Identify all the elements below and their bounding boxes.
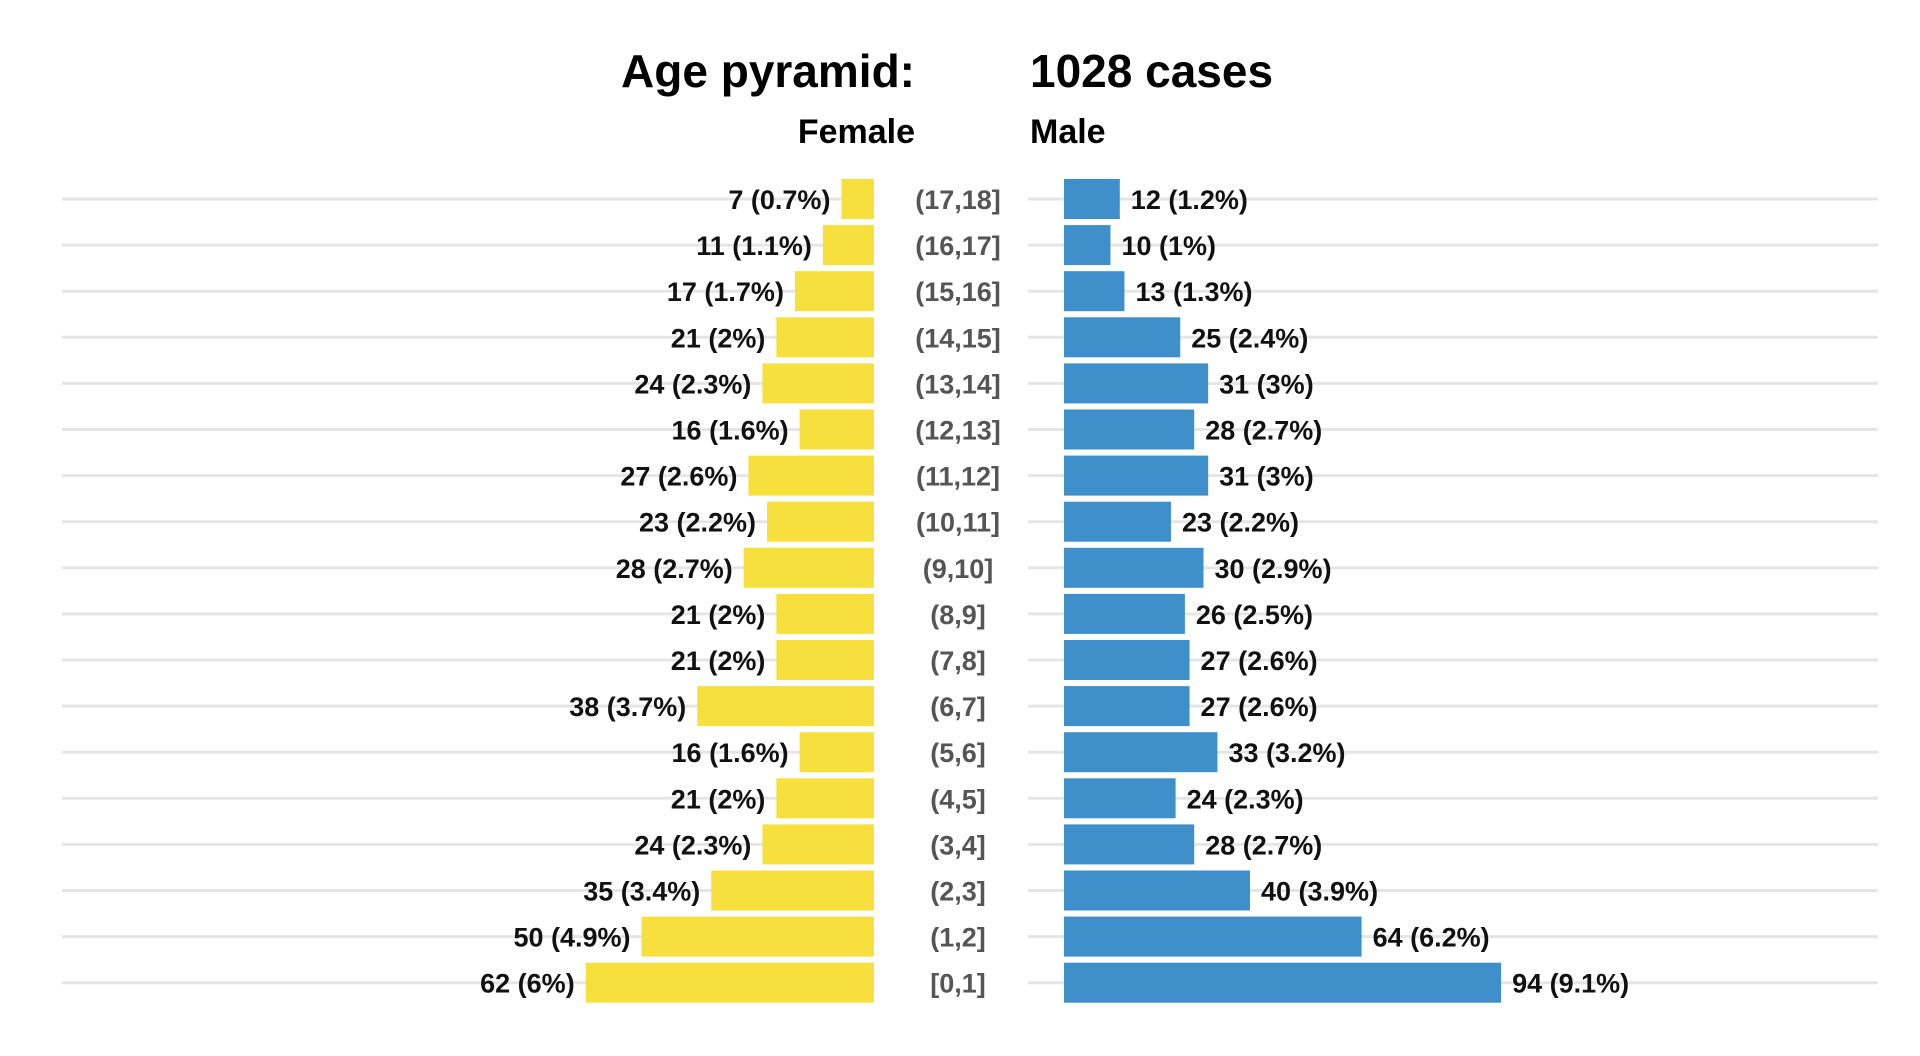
- male-side-label: Male: [1030, 113, 1106, 151]
- male-bar: [1064, 409, 1195, 450]
- age-category-label: (10,11]: [916, 508, 1000, 538]
- age-category-label: (4,5]: [930, 784, 986, 814]
- female-bar: [794, 271, 874, 312]
- male-value-label: 28 (2.7%): [1205, 416, 1322, 446]
- male-bar: [1064, 916, 1362, 957]
- female-value-label: 17 (1.7%): [667, 277, 784, 307]
- female-bar: [776, 640, 874, 680]
- age-category-label: [0,1]: [930, 969, 986, 999]
- male-value-label: 33 (3.2%): [1228, 738, 1345, 768]
- female-value-label: 21 (2%): [671, 323, 766, 353]
- age-category-label: (17,18]: [915, 185, 1001, 215]
- male-value-label: 28 (2.7%): [1205, 830, 1322, 860]
- female-value-label: 23 (2.2%): [639, 508, 756, 538]
- female-value-label: 7 (0.7%): [728, 185, 830, 215]
- female-bar: [743, 547, 874, 588]
- male-value-label: 30 (2.9%): [1215, 554, 1332, 584]
- female-value-label: 16 (1.6%): [672, 416, 789, 446]
- age-category-label: (7,8]: [930, 646, 986, 676]
- female-bar: [711, 870, 874, 911]
- female-value-label: 21 (2%): [671, 646, 766, 676]
- female-bar: [748, 455, 874, 496]
- male-bar: [1064, 640, 1190, 680]
- female-value-label: 24 (2.3%): [634, 830, 751, 860]
- male-bar: [1064, 363, 1209, 404]
- male-bar: [1064, 271, 1125, 312]
- female-bar: [822, 225, 874, 266]
- female-bar: [776, 317, 874, 358]
- female-bar: [776, 593, 874, 634]
- female-value-label: 50 (4.9%): [513, 923, 630, 953]
- female-bar: [762, 824, 874, 865]
- female-value-label: 11 (1.1%): [696, 231, 812, 261]
- male-bar: [1064, 593, 1185, 634]
- male-bar: [1064, 225, 1111, 266]
- female-value-label: 21 (2%): [671, 600, 766, 630]
- female-side-label: Female: [798, 113, 915, 151]
- male-value-label: 23 (2.2%): [1182, 508, 1299, 538]
- female-value-label: 27 (2.6%): [620, 462, 737, 492]
- male-value-label: 27 (2.6%): [1201, 646, 1318, 676]
- labels: [0,1] 62 (6%) 94 (9.1%) (1,2] 50 (4.9%) 64 (6…: [480, 185, 1629, 999]
- bars: [585, 179, 1502, 1003]
- age-category-label: (1,2]: [930, 923, 986, 953]
- male-value-label: 12 (1.2%): [1131, 185, 1248, 215]
- female-bar: [697, 686, 874, 727]
- female-bar: [585, 962, 874, 1003]
- female-bar: [762, 363, 874, 404]
- male-bar: [1064, 317, 1181, 358]
- female-value-label: 24 (2.3%): [634, 369, 751, 399]
- chart-title-left: Age pyramid:: [621, 45, 915, 97]
- female-value-label: 38 (3.7%): [569, 692, 686, 722]
- male-bar: [1064, 732, 1218, 773]
- male-value-label: 13 (1.3%): [1135, 277, 1252, 307]
- female-bar: [799, 409, 874, 450]
- male-bar: [1064, 179, 1120, 219]
- male-value-label: 25 (2.4%): [1191, 323, 1308, 353]
- female-bar: [641, 916, 874, 957]
- male-value-label: 40 (3.9%): [1261, 877, 1378, 907]
- male-value-label: 26 (2.5%): [1196, 600, 1313, 630]
- age-category-label: (12,13]: [915, 416, 1001, 446]
- age-category-label: (2,3]: [930, 877, 986, 907]
- male-bar: [1064, 686, 1190, 727]
- male-value-label: 64 (6.2%): [1373, 923, 1490, 953]
- female-value-label: 35 (3.4%): [583, 877, 700, 907]
- male-value-label: 94 (9.1%): [1512, 969, 1629, 999]
- male-bar: [1064, 870, 1250, 911]
- age-category-label: (6,7]: [930, 692, 986, 722]
- male-value-label: 10 (1%): [1122, 231, 1217, 261]
- age-category-label: (5,6]: [930, 738, 986, 768]
- male-bar: [1064, 824, 1195, 865]
- age-category-label: (3,4]: [930, 830, 986, 860]
- male-bar: [1064, 455, 1209, 496]
- male-value-label: 27 (2.6%): [1201, 692, 1318, 722]
- female-bar: [841, 179, 874, 219]
- age-category-label: (8,9]: [930, 600, 986, 630]
- female-value-label: 62 (6%): [480, 969, 575, 999]
- female-bar: [767, 501, 874, 542]
- age-category-label: (15,16]: [915, 277, 1001, 307]
- female-bar: [776, 778, 874, 819]
- age-category-label: (9,10]: [923, 554, 994, 584]
- male-value-label: 31 (3%): [1219, 369, 1314, 399]
- male-value-label: 31 (3%): [1219, 462, 1314, 492]
- age-category-label: (13,14]: [915, 369, 1001, 399]
- male-bar: [1064, 778, 1176, 819]
- female-value-label: 28 (2.7%): [616, 554, 733, 584]
- age-category-label: (16,17]: [915, 231, 1001, 261]
- male-value-label: 24 (2.3%): [1187, 784, 1304, 814]
- female-value-label: 16 (1.6%): [672, 738, 789, 768]
- female-value-label: 21 (2%): [671, 784, 766, 814]
- male-bar: [1064, 501, 1171, 542]
- female-bar: [799, 732, 874, 773]
- gridlines: [62, 197, 1878, 985]
- chart-title-right: 1028 cases: [1030, 45, 1273, 97]
- male-bar: [1064, 547, 1204, 588]
- age-category-label: (14,15]: [915, 323, 1001, 353]
- male-bar: [1064, 962, 1502, 1003]
- age-category-label: (11,12]: [916, 462, 1000, 492]
